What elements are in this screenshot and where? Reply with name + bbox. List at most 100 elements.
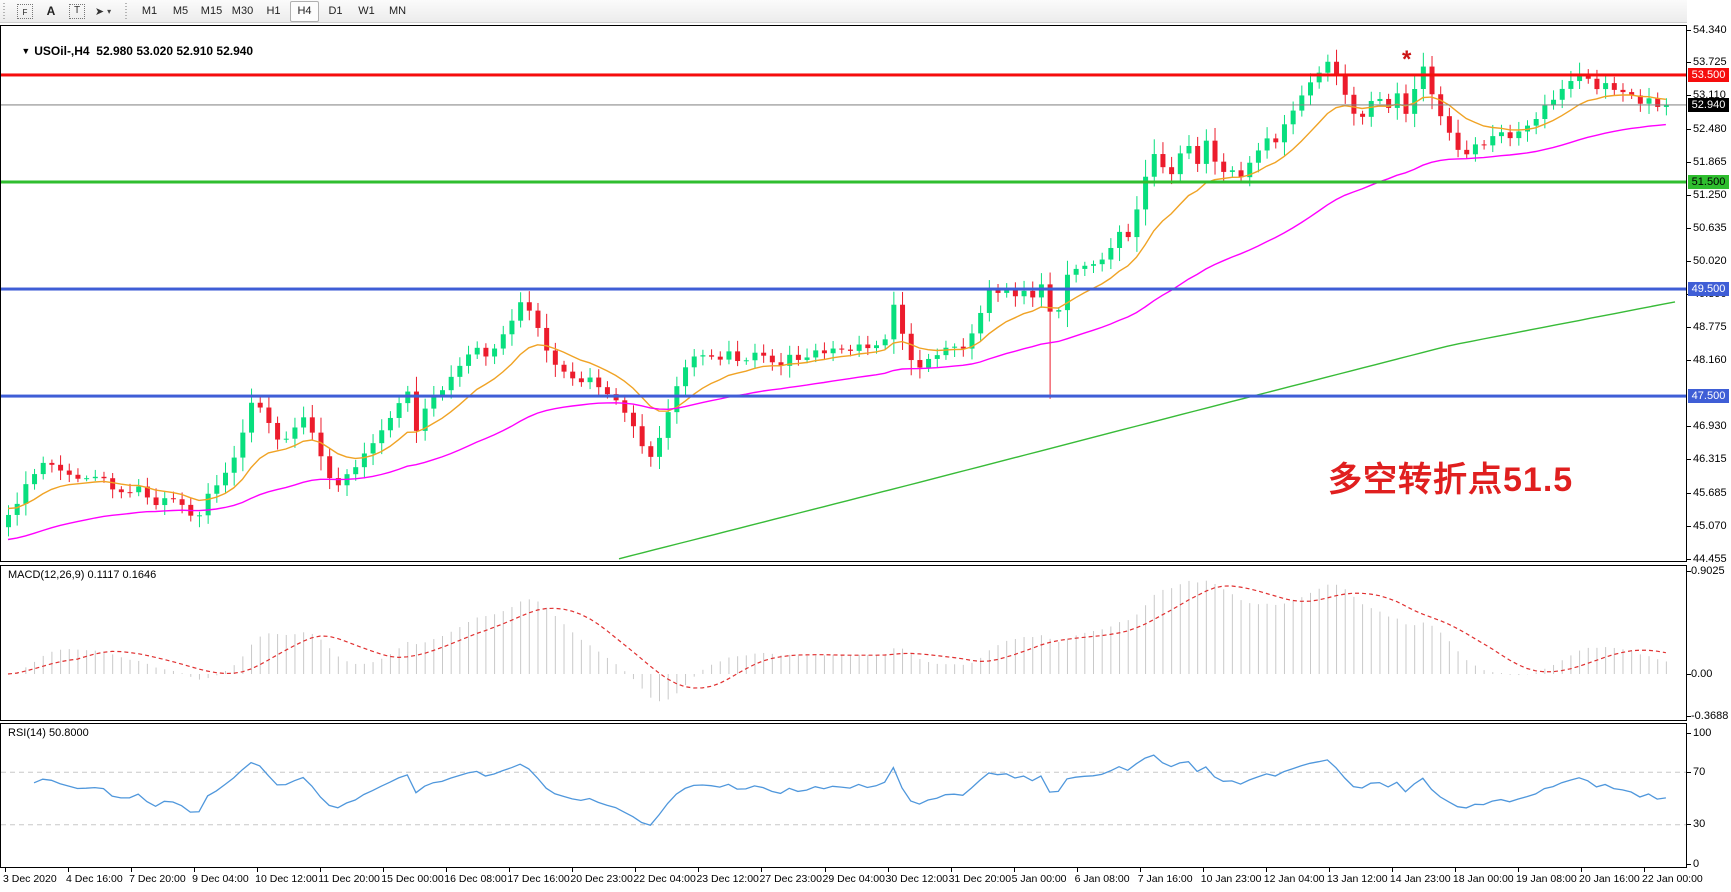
candle-body bbox=[196, 515, 202, 517]
candle-body bbox=[1125, 231, 1131, 238]
candle-body bbox=[821, 350, 827, 354]
candle-body bbox=[926, 358, 932, 368]
time-axis-label: 3 Dec 2020 bbox=[3, 873, 57, 885]
text-label-tool-button[interactable]: T bbox=[65, 2, 89, 21]
support-line-47-5[interactable] bbox=[1, 394, 1686, 398]
candle-body bbox=[257, 402, 263, 408]
chart-title: ▼ USOil-,H4 52.980 53.020 52.910 52.940 bbox=[8, 30, 253, 72]
time-axis-label: 20 Dec 23:00 bbox=[570, 873, 633, 885]
macd-indicator-label: MACD(12,26,9) 0.1117 0.1646 bbox=[8, 569, 157, 581]
time-axis-label: 14 Jan 23:00 bbox=[1389, 873, 1451, 885]
candle-body bbox=[578, 378, 584, 383]
time-tick-mark bbox=[1265, 868, 1267, 872]
pivot-line-51-5[interactable] bbox=[1, 180, 1686, 184]
macd-tick-label: 0.9025 bbox=[1691, 564, 1725, 577]
candle-body bbox=[1151, 154, 1157, 177]
time-axis-label: 22 Jan 00:00 bbox=[1642, 873, 1703, 885]
macd-panel[interactable]: MACD(12,26,9) 0.1117 0.1646 bbox=[0, 565, 1687, 721]
symbol-timeframe-label: USOil-,H4 bbox=[34, 44, 90, 58]
toolbar-grip-handle-2[interactable] bbox=[124, 3, 130, 19]
price-tick-mark bbox=[1687, 327, 1691, 329]
rsi-indicator-label: RSI(14) 50.8000 bbox=[8, 727, 89, 739]
price-tick-mark bbox=[1687, 194, 1691, 196]
resistance-line-53-5[interactable] bbox=[1, 73, 1686, 77]
timeframe-w1-button[interactable]: W1 bbox=[358, 5, 375, 17]
time-tick-mark bbox=[383, 868, 385, 872]
macd-chart[interactable] bbox=[1, 566, 1686, 720]
candle-body bbox=[544, 327, 550, 351]
time-axis-label: 5 Jan 00:00 bbox=[1011, 873, 1067, 885]
candle-body bbox=[1038, 284, 1044, 298]
candle-body bbox=[1551, 99, 1557, 106]
rsi-panel[interactable]: RSI(14) 50.8000 bbox=[0, 723, 1687, 868]
candle-body bbox=[231, 457, 237, 473]
candle-body bbox=[483, 347, 489, 357]
timeframe-d1-button[interactable]: D1 bbox=[328, 5, 343, 17]
candle-body bbox=[66, 470, 72, 475]
rsi-chart[interactable] bbox=[1, 724, 1686, 867]
candle-body bbox=[1221, 161, 1227, 172]
timeframe-m15-button[interactable]: M15 bbox=[200, 5, 223, 17]
time-tick-mark bbox=[950, 868, 952, 872]
support-line-49-5[interactable] bbox=[1, 287, 1686, 291]
time-axis[interactable]: 3 Dec 2020 4 Dec 16:00 7 Dec 20:00 9 Dec 04… bbox=[0, 868, 1731, 892]
time-tick-mark bbox=[824, 868, 826, 872]
macd-tick-mark bbox=[1687, 673, 1691, 675]
candle-body bbox=[1308, 82, 1313, 96]
candle-body bbox=[327, 456, 333, 479]
toolbar-grip-handle[interactable] bbox=[2, 3, 8, 19]
candle-body bbox=[1186, 145, 1192, 154]
time-axis-label: 29 Dec 04:00 bbox=[822, 873, 885, 885]
candle-body bbox=[1490, 136, 1496, 146]
candle-body bbox=[1012, 289, 1018, 297]
candle-body bbox=[1021, 290, 1027, 297]
candlestick-chart[interactable] bbox=[1, 26, 1686, 561]
timeframe-m30-button[interactable]: M30 bbox=[231, 5, 254, 17]
timeframe-h1-button[interactable]: H1 bbox=[266, 5, 281, 17]
candle-body bbox=[1646, 98, 1652, 104]
time-axis-label: 7 Jan 16:00 bbox=[1137, 873, 1193, 885]
candle-body bbox=[1559, 88, 1565, 100]
grid-box-tool-button[interactable]: F bbox=[13, 2, 37, 21]
timeframe-m1-button[interactable]: M1 bbox=[141, 5, 158, 17]
candle-body bbox=[908, 333, 914, 361]
candle-body bbox=[1603, 83, 1609, 90]
candle-body bbox=[639, 426, 645, 447]
candle-body bbox=[1290, 110, 1296, 125]
price-tick-label: 48.160 bbox=[1693, 354, 1727, 367]
candle-body bbox=[1394, 93, 1400, 108]
candle-body bbox=[1108, 247, 1114, 260]
text-tool-button[interactable]: A bbox=[39, 2, 63, 21]
dotted-grid-icon: F bbox=[17, 3, 33, 19]
ohlc-values: 52.980 53.020 52.910 52.940 bbox=[96, 44, 254, 58]
candle-body bbox=[1134, 209, 1140, 238]
candle-body bbox=[665, 412, 671, 438]
candle-body bbox=[23, 484, 29, 504]
collapse-triangle-icon[interactable]: ▼ bbox=[21, 46, 31, 56]
timeframe-h4-button[interactable]: H4 bbox=[290, 0, 319, 22]
timeframe-mn-button[interactable]: MN bbox=[388, 5, 407, 17]
price-tick-mark bbox=[1687, 558, 1691, 560]
candle-body bbox=[1169, 167, 1175, 175]
candle-body bbox=[874, 345, 879, 349]
candle-body bbox=[1663, 104, 1669, 107]
price-axis[interactable]: 54.340 53.725 53.110 52.480 51.865 51.250 50.6… bbox=[1687, 0, 1731, 892]
time-tick-mark bbox=[761, 868, 763, 872]
candle-body bbox=[1629, 92, 1635, 96]
candle-body bbox=[500, 334, 506, 349]
candle-body bbox=[1516, 131, 1522, 139]
candle-body bbox=[214, 485, 220, 494]
timeframe-m5-button[interactable]: M5 bbox=[172, 5, 189, 17]
main-chart-panel[interactable]: ▼ USOil-,H4 52.980 53.020 52.910 52.940 bbox=[0, 25, 1687, 562]
candle-body bbox=[1212, 140, 1218, 162]
chevron-down-icon[interactable]: ▾ bbox=[107, 6, 112, 16]
candle-body bbox=[1351, 94, 1357, 114]
candle-body bbox=[535, 310, 541, 328]
arrows-tool-button[interactable]: ➤ ▾ bbox=[91, 2, 115, 21]
candle-body bbox=[856, 344, 862, 351]
candle-body bbox=[622, 400, 628, 413]
candle-body bbox=[32, 474, 38, 485]
macd-tick-mark bbox=[1687, 715, 1691, 717]
time-tick-mark bbox=[1391, 868, 1393, 872]
price-tick-label: 45.070 bbox=[1693, 519, 1727, 532]
